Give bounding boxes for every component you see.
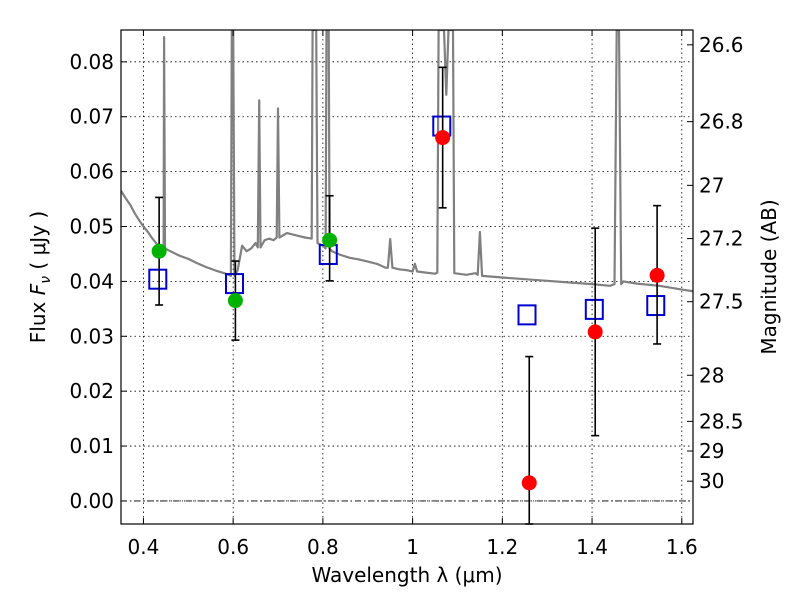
magnitude-tick-label: 27.5 — [699, 290, 744, 314]
magnitude-tick-label: 27 — [699, 173, 724, 197]
model-photometry-square — [584, 298, 604, 320]
x-tick-label: 1 — [406, 535, 419, 559]
y-tick-label: 0.08 — [69, 50, 114, 74]
observed-point — [587, 324, 603, 340]
y-tick-label: 0.07 — [69, 105, 114, 129]
magnitude-tick-label: 28.5 — [699, 409, 744, 433]
model-photometry-square — [225, 273, 245, 295]
y-axis-label-left: Flux Fν ( μJy ) — [26, 211, 54, 343]
y-tick-label: 0.03 — [69, 324, 114, 348]
y-axis-label-right: Magnitude (AB) — [757, 199, 781, 354]
y-tick-label: 0.02 — [69, 379, 114, 403]
observed-point — [322, 232, 338, 248]
y-tick-label: 0.06 — [69, 160, 114, 184]
y-tick-label: 0.04 — [69, 269, 114, 293]
y-tick-label: 0.05 — [69, 215, 114, 239]
model-photometry-square — [646, 295, 666, 317]
observed-point — [227, 293, 243, 309]
y-label-symbol: F — [26, 283, 50, 295]
marker-layer — [148, 66, 666, 525]
y-tick-label: 0.00 — [69, 489, 114, 513]
y-label-unit: ( μJy ) — [26, 211, 50, 276]
observed-point — [521, 475, 537, 491]
magnitude-tick-label: 27.2 — [699, 227, 744, 251]
model-photometry-square — [148, 268, 168, 290]
y-label-prefix: Flux — [26, 295, 50, 343]
x-tick-label: 0.6 — [217, 535, 249, 559]
x-tick-label: 1.6 — [666, 535, 698, 559]
y-label-subscript: ν — [38, 276, 54, 284]
magnitude-tick-label: 29 — [699, 439, 724, 463]
observed-point — [435, 130, 451, 146]
observed-point — [151, 243, 167, 259]
model-spectrum-line — [121, 30, 693, 293]
magnitude-tick-label: 26.8 — [699, 110, 744, 134]
x-tick-label: 0.4 — [128, 535, 160, 559]
plot-frame — [120, 29, 694, 525]
model-photometry-square — [318, 243, 338, 265]
observed-point — [649, 267, 665, 283]
y-tick-label: 0.01 — [69, 434, 114, 458]
magnitude-tick-label: 28 — [699, 363, 724, 387]
magnitude-tick-label: 26.6 — [699, 33, 744, 57]
magnitude-tick-label: 30 — [699, 469, 724, 493]
x-axis-label: Wavelength λ (μm) — [311, 563, 502, 587]
x-tick-label: 1.4 — [576, 535, 608, 559]
grid — [121, 30, 693, 524]
x-tick-label: 0.8 — [307, 535, 339, 559]
x-tick-label: 1.2 — [486, 535, 518, 559]
spectrum-layer — [121, 30, 693, 293]
model-photometry-square — [517, 304, 537, 326]
tick-layer: 0.4 0.6 0.8 1 1.2 1.4 1.6 0.00 0.01 0.02 0.03 0.04 0… — [69, 30, 744, 559]
